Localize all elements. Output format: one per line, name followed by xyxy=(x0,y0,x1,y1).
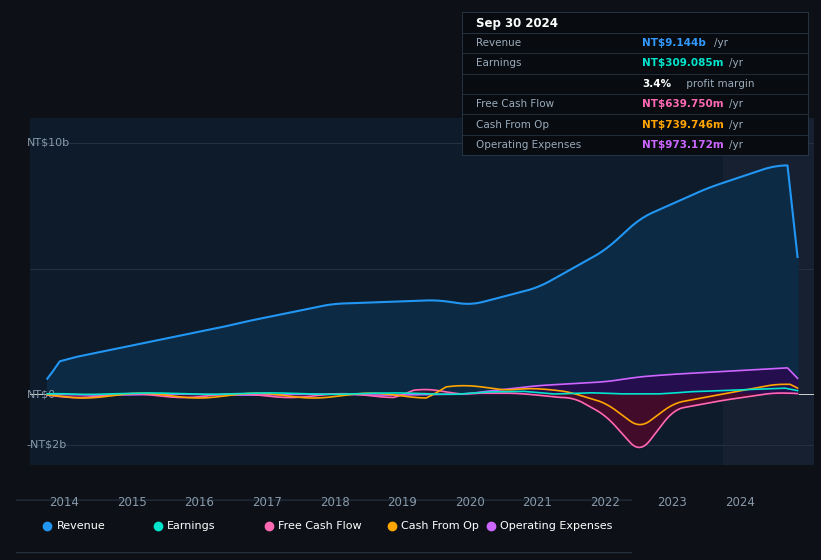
Text: 2024: 2024 xyxy=(725,496,755,508)
Text: Cash From Op: Cash From Op xyxy=(401,521,479,531)
Text: Free Cash Flow: Free Cash Flow xyxy=(476,99,554,109)
Text: -NT$2b: -NT$2b xyxy=(26,440,67,450)
Text: Free Cash Flow: Free Cash Flow xyxy=(278,521,362,531)
Text: 2019: 2019 xyxy=(388,496,417,508)
Text: 2018: 2018 xyxy=(319,496,350,508)
Text: /yr: /yr xyxy=(729,119,743,129)
Text: NT$639.750m: NT$639.750m xyxy=(642,99,723,109)
Text: NT$0: NT$0 xyxy=(26,389,56,399)
Text: 2015: 2015 xyxy=(117,496,147,508)
Text: NT$309.085m: NT$309.085m xyxy=(642,58,723,68)
Text: 2022: 2022 xyxy=(590,496,620,508)
Text: /yr: /yr xyxy=(729,58,743,68)
Text: Revenue: Revenue xyxy=(57,521,105,531)
Text: NT$739.746m: NT$739.746m xyxy=(642,119,724,129)
Text: Earnings: Earnings xyxy=(167,521,216,531)
Text: Revenue: Revenue xyxy=(476,38,521,48)
Text: 2023: 2023 xyxy=(658,496,687,508)
Text: /yr: /yr xyxy=(713,38,728,48)
Text: /yr: /yr xyxy=(729,99,743,109)
Text: 2021: 2021 xyxy=(522,496,553,508)
Text: profit margin: profit margin xyxy=(683,79,755,88)
Text: 2014: 2014 xyxy=(49,496,79,508)
Text: 2017: 2017 xyxy=(252,496,282,508)
Text: Cash From Op: Cash From Op xyxy=(476,119,549,129)
Text: Earnings: Earnings xyxy=(476,58,521,68)
Text: Sep 30 2024: Sep 30 2024 xyxy=(476,17,558,30)
Bar xyxy=(723,118,814,465)
Text: Operating Expenses: Operating Expenses xyxy=(500,521,612,531)
Text: NT$9.144b: NT$9.144b xyxy=(642,38,706,48)
Text: Operating Expenses: Operating Expenses xyxy=(476,140,581,150)
Text: NT$973.172m: NT$973.172m xyxy=(642,140,723,150)
Text: 3.4%: 3.4% xyxy=(642,79,671,88)
Text: /yr: /yr xyxy=(729,140,743,150)
Text: 2020: 2020 xyxy=(455,496,484,508)
Text: 2016: 2016 xyxy=(185,496,214,508)
Text: NT$10b: NT$10b xyxy=(26,138,70,148)
